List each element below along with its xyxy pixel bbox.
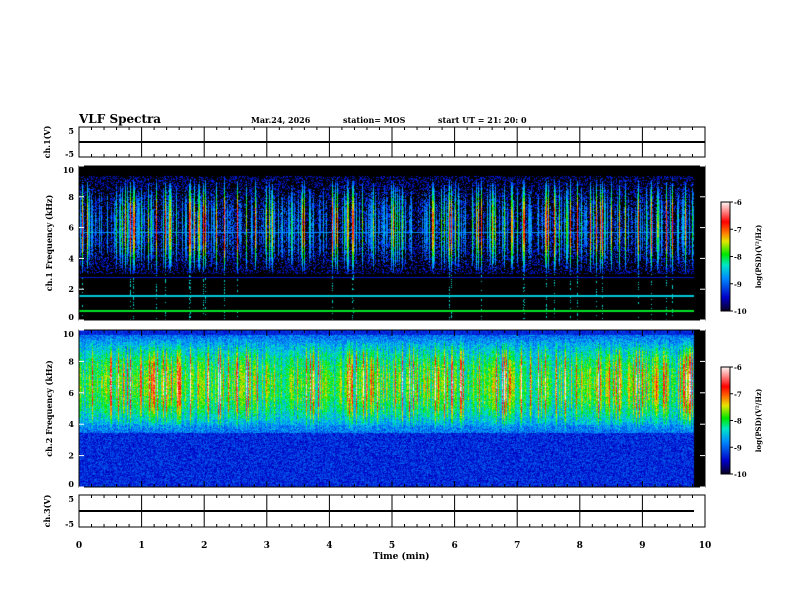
date-label: Mar.24, 2026 (251, 115, 311, 125)
colorbar-frame (720, 201, 731, 312)
y-tick-label: 8 (68, 192, 74, 202)
y-tick-label: 5 (68, 494, 74, 504)
y-tick-label: 2 (68, 451, 74, 461)
colorbar-tick-label: -10 (734, 307, 747, 316)
y-tick-label: -5 (65, 149, 74, 159)
y-tick-label: 0 (68, 312, 74, 322)
colorbar-tick-label: -8 (734, 417, 742, 426)
colorbar-tick-label: -7 (734, 390, 742, 399)
chart-title: VLF Spectra (79, 112, 162, 126)
colorbar-tick-label: -6 (734, 363, 742, 372)
x-tick-label: 0 (76, 541, 82, 551)
station-label: station= MOS (343, 115, 406, 125)
ch2-spectrogram (79, 330, 705, 487)
y-tick-label: 10 (63, 329, 75, 339)
colorbar-tick-label: -9 (734, 280, 742, 289)
x-axis-label: Time (min) (373, 552, 430, 562)
y-tick-label: -5 (65, 519, 74, 529)
x-tick-label: 10 (699, 541, 712, 551)
colorbar-tick-label: -8 (734, 253, 742, 262)
x-tick-label: 2 (201, 541, 207, 551)
y-tick-label: 0 (68, 479, 74, 489)
y-tick-label: 2 (68, 284, 74, 294)
y-tick-label: 5 (68, 126, 74, 136)
colorbar-tick-label: -9 (734, 443, 742, 452)
x-tick-label: 7 (514, 541, 520, 551)
ch1-spectrogram (79, 166, 705, 320)
x-tick-label: 9 (639, 541, 645, 551)
ch3-voltage-ylabel: ch.3(V) (42, 494, 52, 527)
colorbar-frame (720, 366, 731, 475)
colorbar-tick-label: -7 (734, 225, 742, 234)
ch2-colorbar (721, 367, 730, 474)
y-tick-label: 6 (68, 388, 74, 398)
ch2-spectrogram-ylabel: ch.2 Frequency (kHz) (44, 360, 54, 457)
ch1-spectrogram-ylabel: ch.1 Frequency (kHz) (44, 195, 54, 292)
ch1-voltage-ylabel: ch.1(V) (42, 125, 52, 158)
start-time-label: start UT = 21: 20: 0 (438, 115, 527, 125)
colorbar-label: log(PSD)(V²/Hz) (754, 225, 763, 289)
y-tick-label: 4 (68, 419, 74, 429)
x-tick-label: 3 (264, 541, 270, 551)
y-tick-label: 10 (63, 165, 75, 175)
colorbar-tick-label: -6 (734, 198, 742, 207)
colorbar-tick-label: -10 (734, 470, 747, 479)
y-tick-label: 4 (68, 253, 74, 263)
y-tick-label: 6 (68, 223, 74, 233)
ch1-spectrogram-frame (78, 165, 706, 321)
colorbar-label: log(PSD)(V²/Hz) (754, 389, 763, 453)
x-tick-label: 8 (577, 541, 583, 551)
x-tick-label: 1 (138, 541, 144, 551)
y-tick-label: 8 (68, 356, 74, 366)
ch2-spectrogram-frame (78, 329, 706, 488)
ch1-colorbar (721, 202, 730, 311)
x-tick-label: 6 (451, 541, 457, 551)
x-tick-label: 4 (326, 541, 332, 551)
x-tick-label: 5 (389, 541, 395, 551)
